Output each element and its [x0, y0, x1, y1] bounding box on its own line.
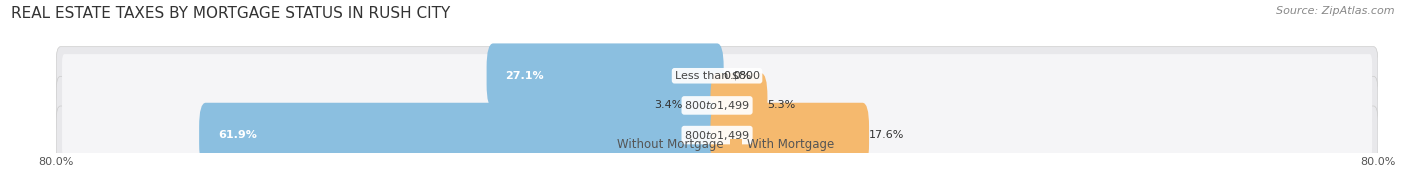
- Text: REAL ESTATE TAXES BY MORTGAGE STATUS IN RUSH CITY: REAL ESTATE TAXES BY MORTGAGE STATUS IN …: [11, 6, 450, 21]
- Text: 0.0%: 0.0%: [724, 71, 752, 81]
- FancyBboxPatch shape: [200, 103, 724, 167]
- FancyBboxPatch shape: [56, 106, 1378, 164]
- FancyBboxPatch shape: [62, 54, 1372, 97]
- FancyBboxPatch shape: [710, 73, 768, 138]
- Text: Source: ZipAtlas.com: Source: ZipAtlas.com: [1277, 6, 1395, 16]
- Text: 27.1%: 27.1%: [506, 71, 544, 81]
- Text: 5.3%: 5.3%: [768, 100, 796, 110]
- Text: 3.4%: 3.4%: [654, 100, 682, 110]
- FancyBboxPatch shape: [56, 47, 1378, 105]
- FancyBboxPatch shape: [710, 103, 869, 167]
- Text: Less than $800: Less than $800: [675, 71, 759, 81]
- Legend: Without Mortgage, With Mortgage: Without Mortgage, With Mortgage: [595, 133, 839, 156]
- FancyBboxPatch shape: [682, 73, 724, 138]
- Text: $800 to $1,499: $800 to $1,499: [685, 129, 749, 142]
- FancyBboxPatch shape: [486, 44, 724, 108]
- FancyBboxPatch shape: [62, 113, 1372, 157]
- FancyBboxPatch shape: [62, 84, 1372, 127]
- FancyBboxPatch shape: [56, 76, 1378, 134]
- Text: $800 to $1,499: $800 to $1,499: [685, 99, 749, 112]
- Text: 17.6%: 17.6%: [869, 130, 904, 140]
- Text: 61.9%: 61.9%: [218, 130, 257, 140]
